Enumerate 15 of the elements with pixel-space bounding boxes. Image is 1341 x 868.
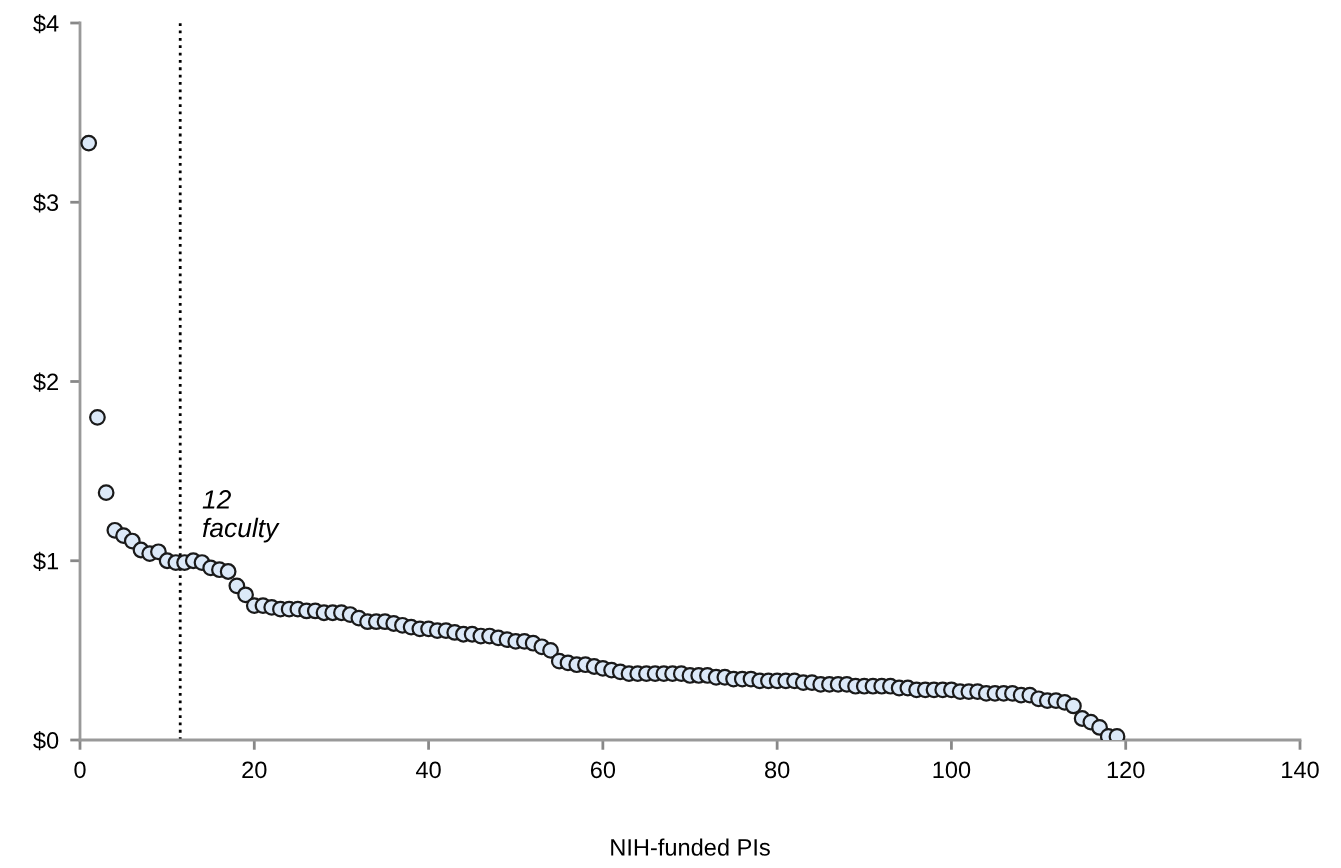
x-tick-label: 80 — [765, 761, 790, 779]
y-tick-label: $4 — [33, 14, 59, 34]
x-tick-label: 60 — [590, 761, 616, 779]
x-tick-label: 120 — [1107, 761, 1145, 779]
x-tick-label: 0 — [74, 761, 86, 779]
y-tick-label: $1 — [33, 551, 59, 571]
x-tick-label: 140 — [1282, 761, 1319, 779]
ref-line-label: 12 faculty — [202, 490, 280, 543]
y-tick-label: $3 — [33, 193, 59, 213]
x-tick-label: 20 — [242, 761, 267, 779]
x-axis-title: NIH-funded PIs — [611, 838, 770, 856]
y-tick-label: $0 — [33, 731, 59, 751]
x-tick-label: 40 — [415, 761, 441, 779]
y-tick-label: $2 — [33, 372, 58, 392]
x-tick-label: 100 — [933, 761, 971, 779]
